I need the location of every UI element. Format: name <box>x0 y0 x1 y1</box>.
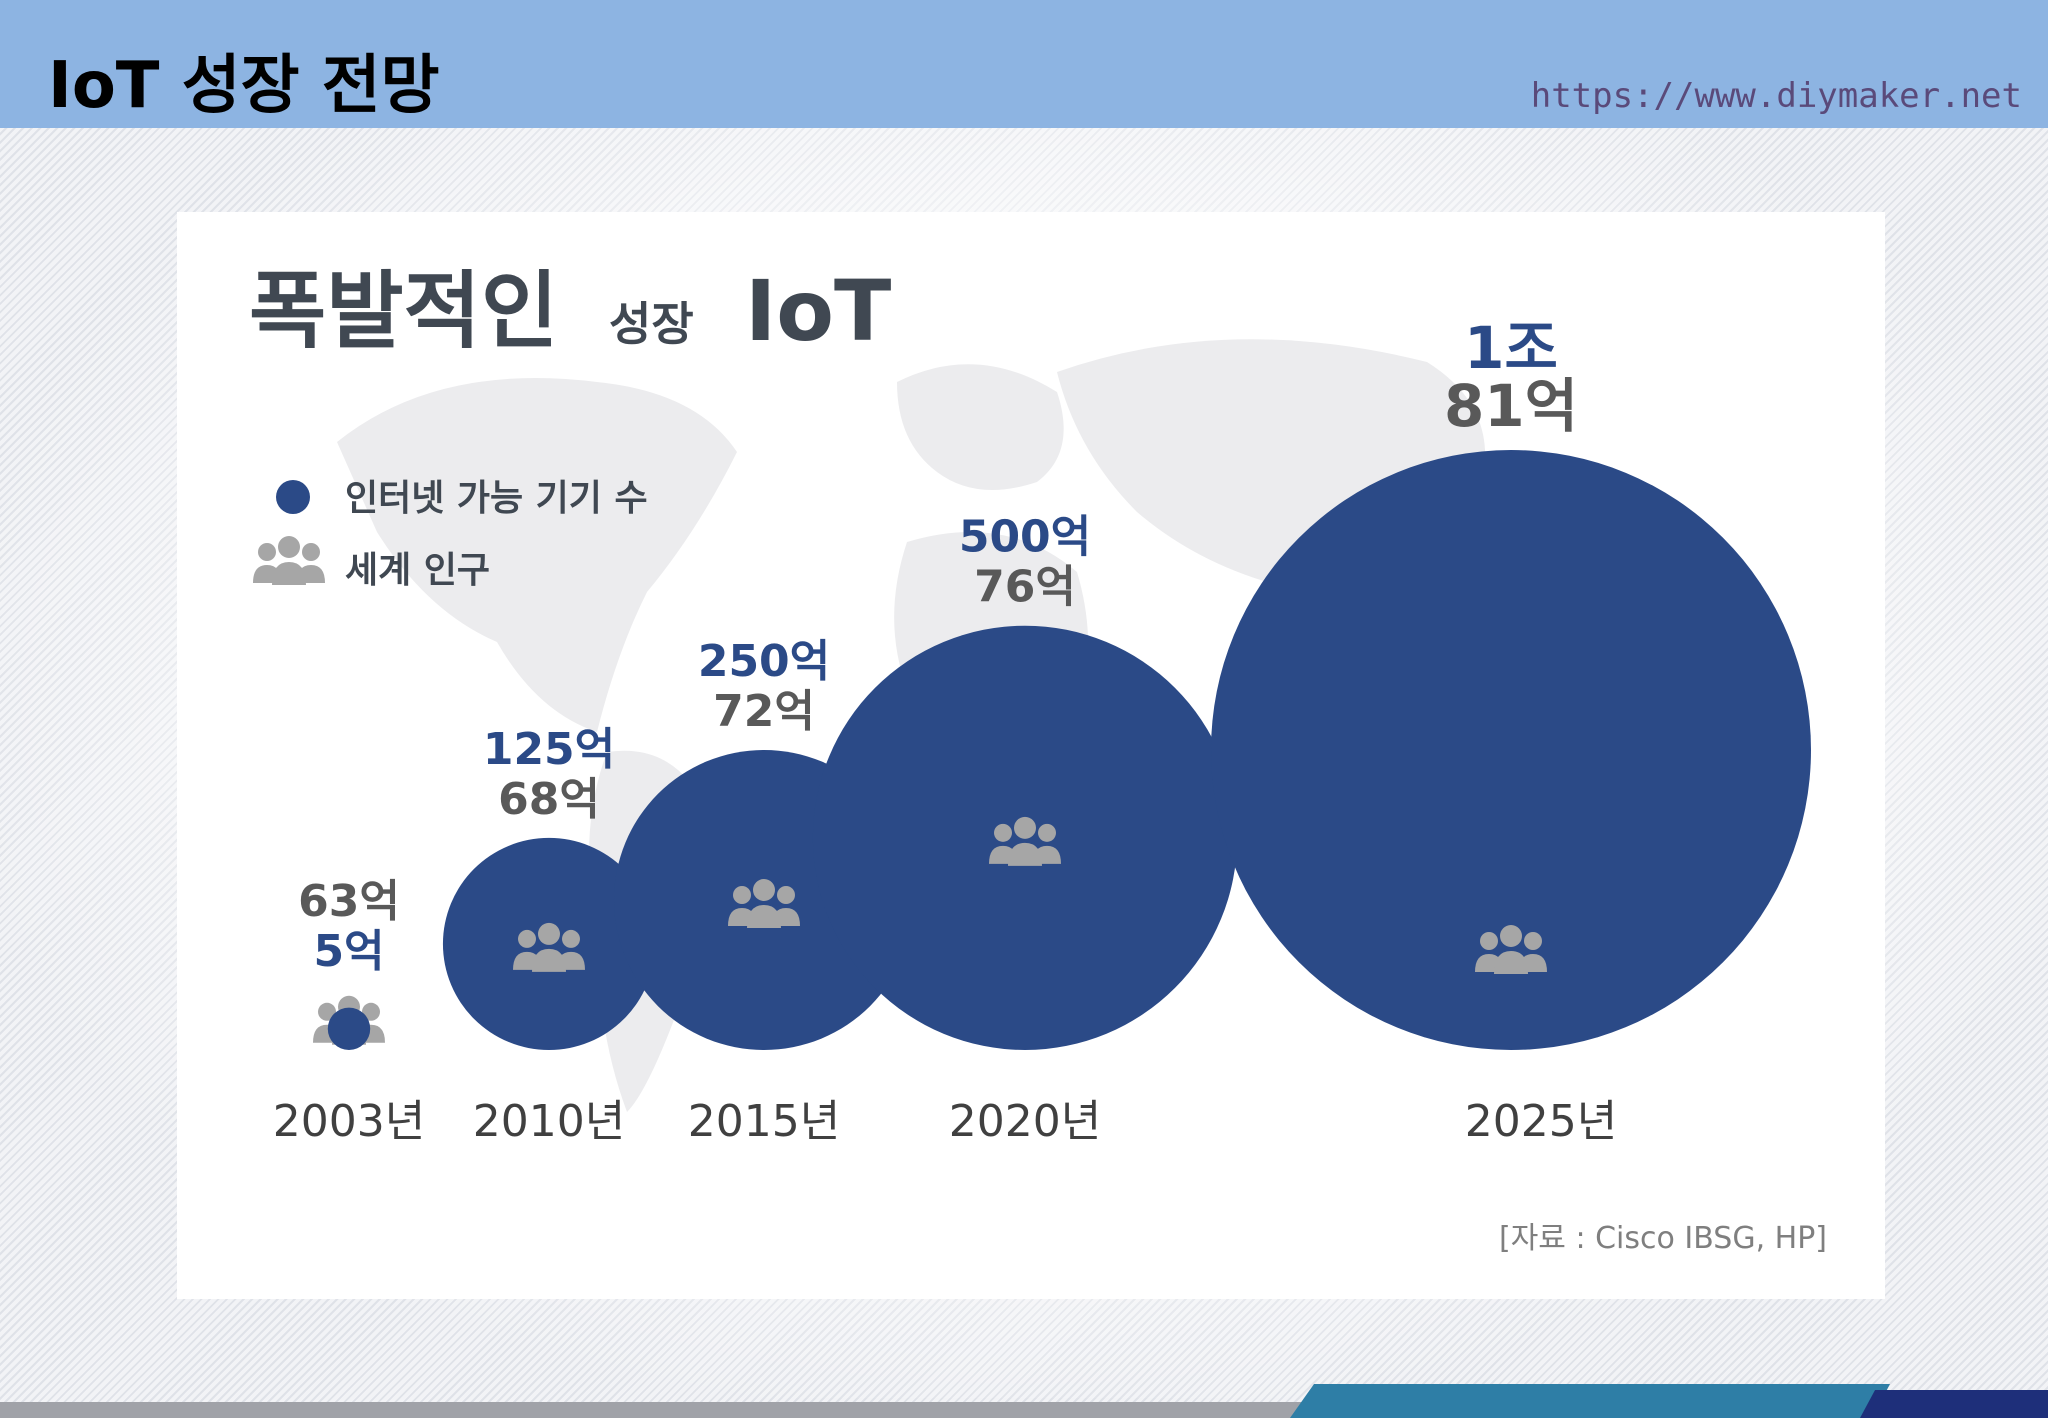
chart-source: [자료 : Cisco IBSG, HP] <box>1499 1221 1827 1256</box>
device-label-2: 250억 <box>698 636 830 687</box>
device-label-3: 500억 <box>959 512 1091 563</box>
chart-title-main: 폭발적인 <box>249 262 558 360</box>
site-url: https://www.diymaker.net <box>1530 76 2022 116</box>
population-label-1: 68억 <box>498 774 600 825</box>
device-label-1: 125억 <box>483 724 615 775</box>
footer-accent-teal <box>1290 1384 1890 1418</box>
year-label-0: 2003년 <box>273 1096 425 1147</box>
legend-label-population: 세계 인구 <box>345 550 490 591</box>
device-label-4: 1조 <box>1464 314 1558 382</box>
year-label-3: 2020년 <box>949 1096 1101 1147</box>
legend-label-devices: 인터넷 가능 기기 수 <box>345 478 648 519</box>
year-label-1: 2010년 <box>473 1096 625 1147</box>
population-label-0: 63억 <box>298 876 400 927</box>
population-label-3: 76억 <box>974 562 1076 613</box>
population-label-2: 72억 <box>713 686 815 737</box>
device-bubble-0 <box>327 1007 371 1050</box>
slide-title: IoT 성장 전망 <box>48 49 440 123</box>
device-bubble-4 <box>1211 450 1811 1050</box>
footer-accent-navy <box>1860 1390 2048 1418</box>
people-icon <box>253 536 325 585</box>
population-label-4: 81억 <box>1444 372 1578 440</box>
year-label-4: 2025년 <box>1465 1096 1617 1147</box>
device-label-0: 5억 <box>313 926 384 977</box>
chart-title: 폭발적인 성장 IoT <box>249 262 891 360</box>
infographic-card: 폭발적인 성장 IoT 인터넷 가능 기기 수 세계 인구 63억 5억 2003년… <box>177 212 1885 1299</box>
slide-header: IoT 성장 전망 https://www.diymaker.net <box>0 0 2048 128</box>
chart-title-end: IoT <box>745 262 891 360</box>
year-label-2: 2015년 <box>688 1096 840 1147</box>
chart-title-sub: 성장 <box>609 297 694 351</box>
legend: 인터넷 가능 기기 수 세계 인구 <box>253 478 648 591</box>
navy-dot-icon <box>276 480 310 514</box>
